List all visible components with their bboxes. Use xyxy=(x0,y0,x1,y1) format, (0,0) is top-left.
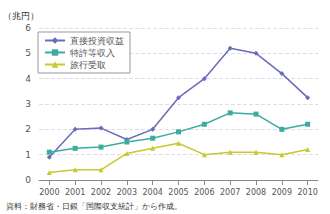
svg-text:2006: 2006 xyxy=(194,188,214,197)
svg-text:0: 0 xyxy=(25,175,31,185)
svg-text:2010: 2010 xyxy=(297,188,317,197)
svg-text:1: 1 xyxy=(25,150,31,160)
svg-text:2005: 2005 xyxy=(168,188,188,197)
svg-text:3: 3 xyxy=(25,99,31,109)
svg-text:2008: 2008 xyxy=(246,188,266,197)
svg-text:特許等収入: 特許等収入 xyxy=(70,48,115,58)
svg-text:4: 4 xyxy=(25,74,31,84)
svg-text:（兆円）: （兆円） xyxy=(3,11,39,21)
svg-text:2003: 2003 xyxy=(117,188,137,197)
svg-text:6: 6 xyxy=(25,23,31,33)
svg-text:2009: 2009 xyxy=(272,188,292,197)
svg-text:2007: 2007 xyxy=(220,188,240,197)
svg-text:直接投資収益: 直接投資収益 xyxy=(70,36,124,46)
svg-text:資料：財務省・日銀「国際収支統計」から作成。: 資料：財務省・日銀「国際収支統計」から作成。 xyxy=(6,202,182,211)
svg-text:5: 5 xyxy=(25,48,31,58)
svg-text:旅行受取: 旅行受取 xyxy=(70,60,106,70)
svg-text:2000: 2000 xyxy=(39,188,59,197)
svg-text:2001: 2001 xyxy=(65,188,85,197)
svg-text:2002: 2002 xyxy=(91,188,111,197)
svg-text:2004: 2004 xyxy=(142,188,162,197)
svg-text:2: 2 xyxy=(25,124,31,134)
